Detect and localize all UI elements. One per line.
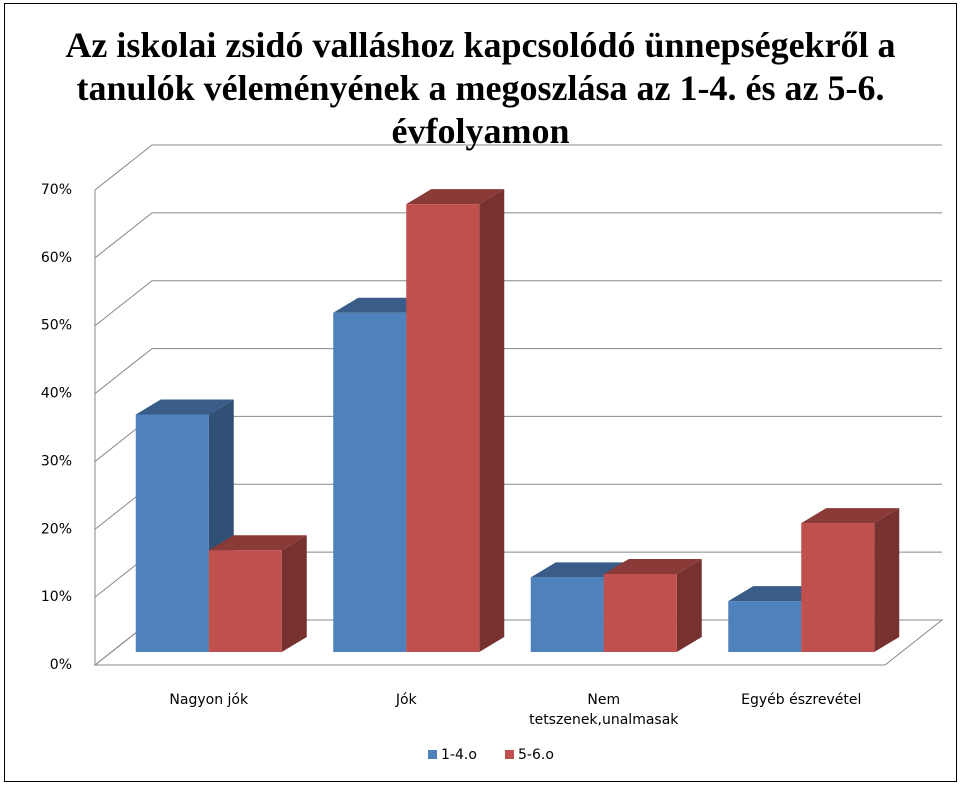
- bar-top: [801, 508, 900, 524]
- bar-top: [530, 562, 629, 578]
- bar-front: [530, 577, 604, 652]
- y-tick-label: 0%: [50, 657, 72, 673]
- y-tick-label: 10%: [41, 589, 72, 605]
- y-tick-label: 50%: [41, 318, 72, 334]
- bar-front: [801, 523, 875, 652]
- bar-front: [333, 312, 407, 652]
- legend-label: 5-6.o: [518, 747, 554, 763]
- x-tick-label: Jók: [395, 692, 417, 708]
- bar-side: [479, 189, 505, 652]
- grid-line: [94, 348, 942, 394]
- y-tick-label: 30%: [41, 453, 72, 469]
- bar: [406, 189, 505, 652]
- legend-label: 1-4.o: [441, 747, 477, 763]
- bar-front: [603, 573, 677, 652]
- bar-side: [874, 508, 900, 652]
- legend-swatch: [428, 750, 437, 759]
- bar-top: [208, 535, 307, 551]
- bar: [801, 508, 900, 652]
- bar: [208, 535, 307, 652]
- x-tick-label: Nagyon jók: [169, 692, 249, 708]
- grid-line: [94, 144, 942, 191]
- chart-title: Az iskolai zsidó valláshoz kapcsolódó ün…: [65, 25, 896, 151]
- x-tick-label: Egyéb észrevétel: [741, 692, 862, 708]
- y-tick-label: 70%: [41, 182, 72, 198]
- x-tick-label: Nem tetszenek,unalmasak: [529, 692, 679, 728]
- bar-front: [208, 550, 282, 652]
- y-tick-label: 20%: [41, 521, 72, 537]
- bar: [603, 558, 702, 652]
- grid-line: [94, 212, 942, 259]
- bar-front: [728, 601, 802, 652]
- y-tick-label: 60%: [41, 250, 72, 266]
- bar-top: [406, 189, 505, 205]
- bar-front: [135, 414, 209, 652]
- bar-side: [676, 558, 702, 652]
- legend-swatch: [505, 750, 514, 759]
- bar-top: [603, 558, 702, 574]
- bar-front: [406, 204, 480, 652]
- bar-side: [281, 535, 307, 652]
- grid-line: [94, 280, 942, 327]
- y-tick-label: 40%: [41, 386, 72, 402]
- bar-top: [135, 399, 234, 415]
- frame: [4, 3, 957, 782]
